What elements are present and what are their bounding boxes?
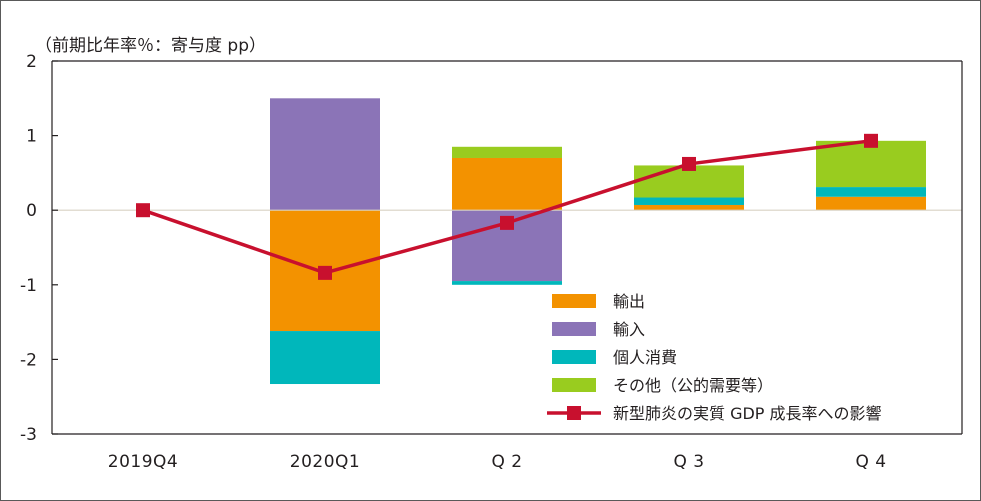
legend-label: 個人消費	[613, 348, 677, 367]
legend-marker-swatch	[567, 406, 581, 420]
x-category-label: Q 2	[491, 452, 522, 472]
legend-label: 輸入	[613, 320, 645, 339]
x-category-label: 2020Q1	[290, 452, 360, 472]
bar-segment	[816, 196, 926, 211]
legend-label: 新型肺炎の実質 GDP 成長率への影響	[613, 404, 882, 423]
x-axis-categories: 2019Q4 2020Q1 Q 2 Q 3 Q 4	[108, 452, 886, 472]
y-tick-label: -1	[20, 276, 37, 296]
bar-segment	[452, 281, 562, 285]
bar-segment	[816, 187, 926, 197]
impact-point	[864, 133, 878, 148]
y-tick-label: -3	[20, 425, 37, 445]
legend-swatch	[552, 350, 596, 364]
y-tick-label: 0	[26, 201, 37, 221]
bar-segment	[816, 140, 926, 188]
impact-point	[682, 156, 696, 171]
legend-label: 輸出	[613, 292, 645, 311]
x-category-label: Q 3	[673, 452, 704, 472]
bar-segment	[452, 146, 562, 158]
legend-swatch	[552, 294, 596, 308]
legend-swatch	[552, 322, 596, 336]
impact-point	[136, 203, 150, 218]
x-category-label: Q 4	[855, 452, 886, 472]
bar-segment	[452, 157, 562, 211]
line-layer	[136, 133, 878, 280]
bar-segment	[634, 197, 744, 205]
impact-point	[500, 215, 514, 230]
bar-segment	[270, 331, 380, 385]
x-category-label: 2019Q4	[108, 452, 178, 472]
legend-swatch	[552, 378, 596, 392]
impact-point	[318, 265, 332, 280]
y-tick-label: 1	[26, 127, 37, 147]
y-tick-label: 2	[26, 52, 37, 72]
legend-label: その他（公的需要等）	[613, 376, 773, 395]
y-unit-label: （前期比年率％：寄与度 pp）	[35, 36, 266, 56]
y-axis-ticks: 2 1 0 -1 -2 -3	[20, 52, 58, 445]
bar-segment	[634, 204, 744, 211]
bar-segment	[270, 98, 380, 211]
y-tick-label: -2	[20, 350, 37, 370]
bars-layer	[270, 98, 926, 385]
